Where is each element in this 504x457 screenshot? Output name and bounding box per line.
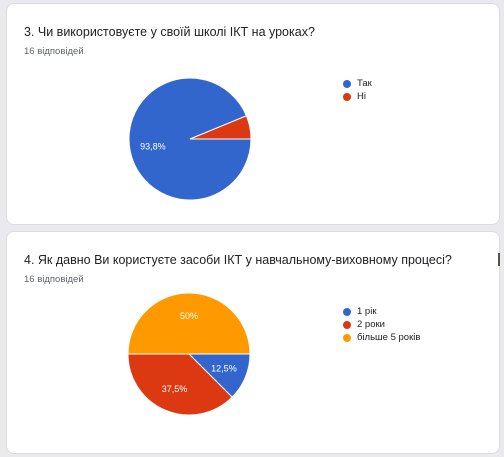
legend-label: Ні — [357, 91, 366, 102]
legend-item: 1 рік — [343, 305, 420, 318]
legend-item: 2 роки — [343, 318, 420, 331]
chart-legend: Так Ні — [343, 77, 372, 103]
pie-chart: 93,8% — [128, 77, 252, 201]
legend-item: більше 5 років — [343, 331, 420, 344]
response-count: 16 відповідей — [24, 46, 84, 57]
slice-data-label: 50% — [180, 311, 198, 321]
legend-swatch — [343, 92, 351, 101]
legend-swatch — [343, 320, 351, 329]
question-card-4: 4. Як давно Ви користуєте засоби ІКТ у н… — [6, 231, 500, 454]
legend-swatch — [343, 79, 351, 88]
slice-data-label: 93,8% — [140, 141, 166, 151]
legend-swatch — [343, 307, 351, 316]
slice-data-label: 37,5% — [162, 384, 188, 394]
pie-chart: 12,5% 37,5% 50% — [127, 292, 251, 416]
pie-slice — [127, 353, 233, 416]
legend-label: 2 роки — [357, 319, 385, 330]
legend-item: Ні — [343, 90, 372, 103]
question-card-3: 3. Чи використовуєте у своїй школі ІКТ н… — [6, 3, 500, 225]
question-title: 3. Чи використовуєте у своїй школі ІКТ н… — [24, 25, 315, 39]
legend-item: Так — [343, 77, 372, 90]
chart-legend: 1 рік 2 роки більше 5 років — [343, 305, 420, 344]
response-count: 16 відповідей — [24, 274, 84, 285]
question-title: 4. Як давно Ви користуєте засоби ІКТ у н… — [24, 253, 452, 267]
pie-slice — [189, 115, 252, 140]
pie-slice — [127, 292, 251, 355]
legend-label: 1 рік — [357, 306, 377, 317]
legend-label: Так — [357, 78, 372, 89]
slice-data-label: 12,5% — [211, 363, 237, 373]
scrollbar-edge — [498, 253, 500, 266]
legend-swatch — [343, 333, 351, 342]
legend-label: більше 5 років — [357, 332, 421, 343]
